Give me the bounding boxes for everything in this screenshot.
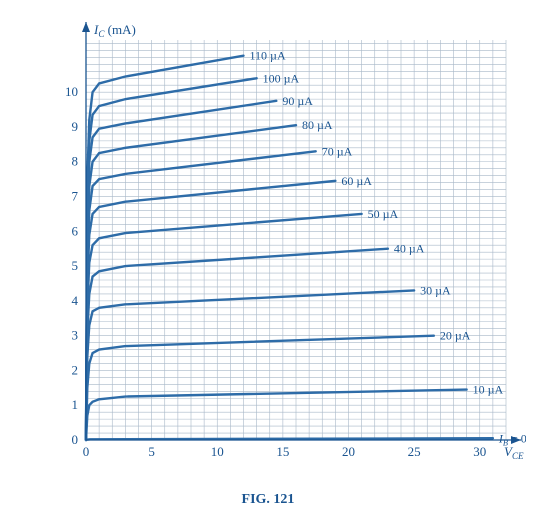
svg-text:110 µA: 110 µA: [250, 49, 286, 63]
svg-text:0: 0: [83, 444, 90, 459]
svg-text:6: 6: [72, 223, 79, 238]
svg-text:50 µA: 50 µA: [368, 207, 399, 221]
svg-text:90 µA: 90 µA: [282, 94, 313, 108]
svg-text:20 µA: 20 µA: [440, 329, 471, 343]
svg-text:20: 20: [342, 444, 355, 459]
svg-text:3: 3: [72, 328, 79, 343]
transistor-characteristics-chart: IB = 0 µA10 µA20 µA30 µA40 µA50 µA60 µA7…: [10, 10, 526, 470]
svg-text:80 µA: 80 µA: [302, 118, 333, 132]
figure-caption: FIG. 121: [10, 492, 526, 508]
svg-text:30 µA: 30 µA: [420, 283, 451, 297]
svg-text:7: 7: [72, 189, 79, 204]
svg-text:10: 10: [65, 84, 78, 99]
svg-text:8: 8: [72, 154, 79, 169]
svg-text:70 µA: 70 µA: [322, 144, 353, 158]
svg-text:9: 9: [72, 119, 79, 134]
chart-container: IB = 0 µA10 µA20 µA30 µA40 µA50 µA60 µA7…: [10, 10, 526, 490]
svg-text:40 µA: 40 µA: [394, 242, 425, 256]
svg-text:5: 5: [72, 258, 79, 273]
svg-text:5: 5: [148, 444, 155, 459]
svg-text:4: 4: [72, 293, 79, 308]
svg-text:100 µA: 100 µA: [263, 71, 300, 85]
svg-text:10 µA: 10 µA: [473, 383, 504, 397]
svg-text:0: 0: [72, 432, 79, 447]
svg-text:30: 30: [473, 444, 486, 459]
svg-text:1: 1: [72, 397, 79, 412]
svg-text:15: 15: [276, 444, 289, 459]
svg-text:60 µA: 60 µA: [341, 174, 372, 188]
svg-text:25: 25: [408, 444, 421, 459]
svg-text:10: 10: [211, 444, 224, 459]
svg-text:2: 2: [72, 362, 79, 377]
